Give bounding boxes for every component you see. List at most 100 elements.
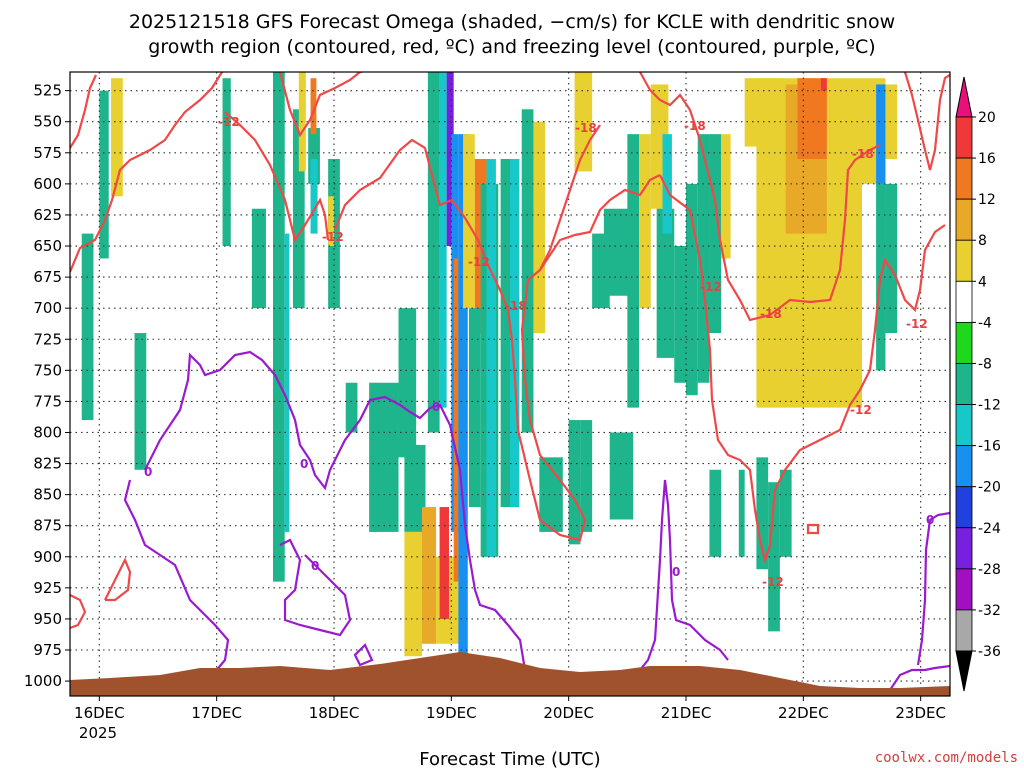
colorbar-box-2: [955, 198, 973, 241]
y-axis: 525 550 575 600 625 650 675 700 725 750 775 800 825 8…: [24, 82, 70, 690]
colorbar-box-8: [955, 445, 973, 488]
contour-label-red-7: -18: [684, 119, 706, 133]
y-tick-label-3: 600: [33, 175, 62, 193]
omega-cell-54: [709, 134, 722, 334]
colorbar-bottom-arrow: [955, 650, 973, 692]
colorbar-tick-label-7: -12: [978, 398, 1001, 414]
colorbar-box-6: [955, 363, 973, 405]
contour-label-purple-3: 0: [432, 400, 440, 414]
y-tick-label-10: 775: [33, 392, 62, 410]
colorbar-tick-label-1: 16: [978, 151, 996, 167]
colorbar-tick-label-11: -28: [978, 562, 1001, 578]
colorbar-tick-label-0: 20: [978, 110, 996, 126]
colorbar-box-0: [955, 116, 973, 159]
freezing-level-contours: [123, 350, 950, 691]
omega-cell-65: [820, 78, 827, 91]
y-tick-label-8: 725: [33, 330, 62, 348]
contour-label-red-6: -12: [700, 280, 722, 294]
y-tick-label-14: 875: [33, 517, 62, 535]
y-tick-label-4: 625: [33, 206, 62, 224]
credit-text: coolwx.com/models: [875, 750, 1018, 766]
contour-label-red-8: -18: [760, 307, 782, 321]
x-tick-label-7: 23DEC: [895, 704, 946, 722]
colorbar-box-11: [955, 568, 973, 611]
contour-label-red-2: -12: [322, 230, 344, 244]
x-year-label: 2025: [79, 724, 117, 742]
y-tick-label-15: 900: [33, 548, 62, 566]
contour-label-purple-5: 0: [672, 565, 680, 579]
omega-cell-51: [674, 246, 686, 383]
contour-label-red-3: -18: [575, 121, 597, 135]
contour-labels: -12 -12 -18 -18 -12 -12 -18 -18 -12 -12 …: [144, 115, 934, 589]
colorbar-box-1: [955, 157, 973, 200]
omega-cell-69: [885, 84, 898, 160]
omega-cell-15: [345, 382, 358, 433]
omega-cell-19: [404, 444, 426, 532]
omega-cell-57: [738, 469, 745, 557]
omega-cell-50: [662, 134, 672, 234]
contour-label-red-10: -12: [762, 575, 784, 589]
colorbar-tick-label-10: -24: [978, 521, 1001, 537]
omega-cell-40: [568, 420, 581, 545]
x-tick-label-1: 17DEC: [191, 704, 242, 722]
colorbar-tick-label-5: -4: [978, 315, 992, 331]
omega-cell-24: [427, 72, 440, 433]
contour-label-purple-2: 0: [300, 457, 308, 471]
omega-cell-4: [222, 78, 231, 247]
omega-cell-14: [328, 196, 334, 247]
y-tick-label-2: 575: [33, 144, 62, 162]
omega-cell-70: [885, 183, 898, 334]
omega-cell-18: [398, 308, 417, 458]
colorbar-tick-label-3: 8: [978, 233, 987, 249]
colorbar-tick-label-4: 4: [978, 274, 987, 290]
omega-cell-46: [627, 134, 640, 408]
y-tick-label-18: 975: [33, 641, 62, 659]
y-tick-label-12: 825: [33, 455, 62, 473]
colorbar-box-5: [955, 321, 973, 364]
contour-label-purple-1: 0: [144, 465, 152, 479]
contour-label-red-9: -12: [850, 403, 872, 417]
y-tick-label-9: 750: [33, 361, 62, 379]
omega-cell-38: [533, 121, 546, 334]
omega-cell-25: [439, 72, 447, 408]
omega-cell-34: [486, 159, 496, 557]
y-tick-label-13: 850: [33, 486, 62, 504]
colorbar-top-arrow: [955, 76, 973, 118]
omega-cell-52: [686, 183, 698, 396]
plot-frame: [69, 71, 951, 697]
omega-cell-11: [310, 159, 318, 234]
omega-cell-64: [797, 78, 827, 160]
colorbar: 20 16 12 8 4 -4 -8 -12 -16 -20 -24 -28 -32 -36: [955, 76, 1001, 692]
colorbar-box-3: [955, 239, 973, 282]
omega-cell-3: [134, 333, 147, 470]
omega-cell-29: [458, 134, 468, 657]
colorbar-tick-label-13: -36: [978, 644, 1001, 660]
chart-title-line-2: growth region (contoured, red, ºC) and f…: [148, 36, 875, 58]
y-tick-label-11: 800: [33, 423, 62, 441]
y-tick-label-16: 925: [33, 579, 62, 597]
omega-cell-60: [779, 469, 792, 557]
omega-cell-5: [251, 208, 266, 309]
colorbar-tick-label-6: -8: [978, 356, 992, 372]
x-tick-label-2: 18DEC: [309, 704, 360, 722]
colorbar-tick-label-12: -32: [978, 603, 1001, 619]
omega-cell-47: [639, 134, 651, 309]
colorbar-box-12: [955, 609, 973, 652]
x-axis-label: Forecast Time (UTC): [419, 749, 600, 768]
omega-cell-26: [446, 72, 454, 247]
y-tick-label-7: 700: [33, 299, 62, 317]
chart-title-line-1: 2025121518 GFS Forecast Omega (shaded, −…: [129, 11, 895, 33]
omega-cell-32: [468, 308, 481, 508]
colorbar-tick-label-9: -20: [978, 480, 1001, 496]
omega-cell-28: [453, 258, 459, 582]
x-axis: 16DEC 17DEC 18DEC 19DEC 20DEC 21DEC 22DEC 23DEC: [74, 696, 946, 722]
x-tick-label-3: 19DEC: [426, 704, 477, 722]
omega-cell-53: [697, 134, 710, 383]
omega-cell-42: [580, 420, 593, 532]
omega-cell-23: [439, 507, 449, 619]
colorbar-box-10: [955, 527, 973, 570]
omega-cell-55: [709, 469, 722, 557]
omega-cell-12: [310, 78, 317, 135]
omega-cell-30: [463, 134, 475, 309]
